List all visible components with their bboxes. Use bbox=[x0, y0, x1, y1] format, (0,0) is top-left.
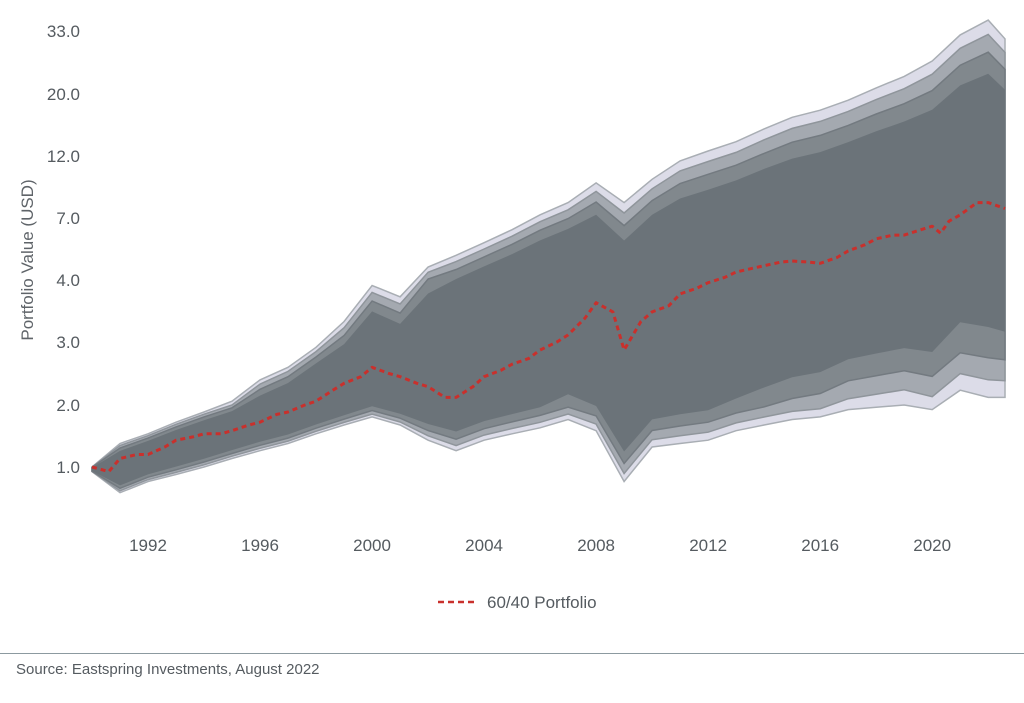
y-tick-label: 1.0 bbox=[56, 458, 80, 477]
series-line-60-40-portfolio bbox=[91, 201, 1006, 474]
y-tick-label: 12.0 bbox=[47, 147, 80, 166]
y-tick-label: 2.0 bbox=[56, 396, 80, 415]
chart: 1.0 2.0 3.0 4.0 7.0 12.0 20.0 33.0 1992 1996 2000… bbox=[18, 19, 1006, 612]
y-tick-label: 3.0 bbox=[56, 333, 80, 352]
y-tick-label: 4.0 bbox=[56, 271, 80, 290]
x-tick-label: 2016 bbox=[801, 536, 839, 555]
band-core bbox=[92, 73, 1005, 486]
x-tick-label: 2000 bbox=[353, 536, 391, 555]
x-axis: 1992 1996 2000 2004 2008 2012 2016 2020 bbox=[129, 536, 951, 555]
x-tick-label: 1996 bbox=[241, 536, 279, 555]
y-tick-label: 20.0 bbox=[47, 85, 80, 104]
y-axis-title: Portfolio Value (USD) bbox=[18, 179, 37, 340]
highlight-line-layer bbox=[91, 201, 1006, 474]
x-tick-label: 2012 bbox=[689, 536, 727, 555]
x-tick-label: 2008 bbox=[577, 536, 615, 555]
y-tick-label: 7.0 bbox=[56, 209, 80, 228]
x-tick-label: 1992 bbox=[129, 536, 167, 555]
y-tick-label: 33.0 bbox=[47, 22, 80, 41]
simulation-band bbox=[91, 19, 1006, 494]
source-divider bbox=[0, 653, 1024, 654]
source-note: Source: Eastspring Investments, August 2… bbox=[16, 661, 320, 678]
x-tick-label: 2004 bbox=[465, 536, 503, 555]
y-axis: 1.0 2.0 3.0 4.0 7.0 12.0 20.0 33.0 bbox=[47, 22, 80, 477]
legend: 60/40 Portfolio bbox=[438, 593, 597, 612]
legend-label: 60/40 Portfolio bbox=[487, 593, 597, 612]
x-tick-label: 2020 bbox=[913, 536, 951, 555]
